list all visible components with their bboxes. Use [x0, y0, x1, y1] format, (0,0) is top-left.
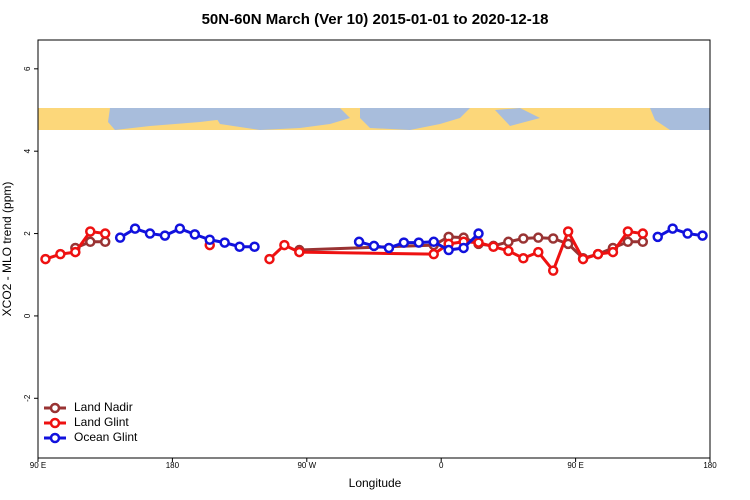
point: [264, 253, 275, 265]
y-tick-label: -2: [23, 394, 32, 402]
legend-label: Land Nadir: [74, 400, 133, 414]
point: [592, 248, 604, 260]
x-tick-label: 180: [703, 461, 717, 470]
point: [637, 228, 649, 239]
point: [55, 248, 66, 260]
point: [458, 242, 469, 254]
map-ocean: [495, 108, 540, 126]
point: [637, 236, 649, 248]
point: [144, 228, 156, 239]
x-tick-label: 90 E: [30, 461, 46, 470]
legend-marker: [49, 402, 61, 414]
point: [114, 232, 126, 243]
point: [473, 237, 484, 248]
point: [279, 239, 290, 251]
point: [413, 237, 425, 248]
point: [189, 229, 201, 240]
point: [85, 236, 96, 248]
y-tick-label: 4: [23, 148, 32, 153]
point: [383, 242, 395, 254]
point: [533, 232, 544, 243]
point: [607, 246, 619, 258]
point: [234, 241, 245, 252]
chart-title: 50N-60N March (Ver 10) 2015-01-01 to 202…: [202, 11, 549, 28]
point: [353, 236, 365, 248]
map-strip: [38, 108, 710, 130]
point: [159, 230, 171, 241]
legend-label: Ocean Glint: [74, 430, 138, 444]
point: [503, 245, 514, 257]
point: [488, 241, 499, 252]
map-ocean: [360, 108, 470, 130]
plot-frame: [37, 39, 711, 459]
point: [428, 248, 439, 260]
point: [682, 228, 693, 239]
point: [249, 241, 260, 252]
map-ocean: [210, 108, 350, 130]
point: [428, 236, 439, 248]
legend-marker: [49, 417, 61, 429]
legend-marker: [49, 432, 61, 444]
point: [99, 236, 111, 248]
point: [40, 253, 51, 265]
y-tick-label: 0: [23, 313, 32, 318]
point: [622, 236, 634, 248]
point: [368, 240, 380, 252]
point: [518, 233, 529, 244]
x-tick-label: 180: [166, 461, 180, 470]
point: [547, 233, 559, 244]
legend-label: Land Glint: [74, 415, 129, 429]
point: [99, 228, 111, 239]
point: [518, 253, 529, 264]
point: [622, 226, 634, 237]
point: [204, 234, 215, 245]
x-axis-label: Longitude: [349, 476, 402, 490]
x-tick-label: 90 W: [297, 461, 316, 470]
point: [577, 253, 589, 265]
point: [697, 230, 708, 241]
point: [667, 223, 678, 234]
point: [562, 226, 574, 237]
point: [533, 246, 544, 258]
point: [547, 265, 559, 276]
point: [129, 223, 141, 234]
x-tick-label: 90 E: [567, 461, 583, 470]
y-tick-label: 6: [23, 66, 32, 71]
point: [70, 246, 81, 258]
point: [398, 237, 410, 248]
point: [219, 237, 230, 248]
point: [174, 223, 186, 234]
x-tick-label: 0: [439, 461, 444, 470]
point: [473, 228, 484, 239]
point: [85, 226, 96, 237]
y-axis-label: XCO2 - MLO trend (ppm): [0, 182, 14, 317]
point: [294, 246, 305, 258]
y-tick-label: 2: [23, 231, 32, 236]
point: [503, 236, 514, 248]
point: [443, 244, 454, 256]
map-ocean: [650, 108, 710, 130]
point: [652, 231, 663, 243]
